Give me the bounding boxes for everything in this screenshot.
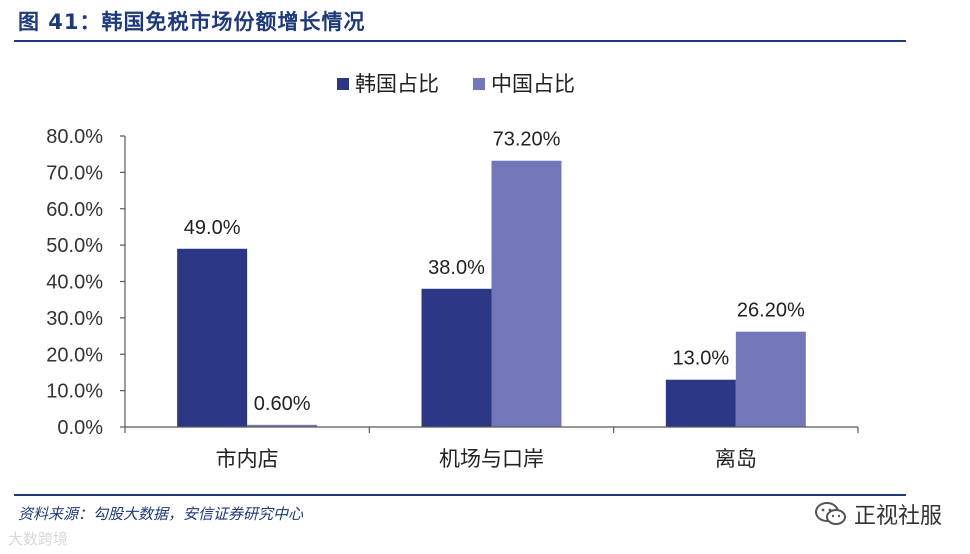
y-tick-label: 10.0% xyxy=(46,381,103,403)
figure-title: 图 41：韩国免税市场份额增长情况 xyxy=(18,10,366,34)
x-tick-label: 机场与口岸 xyxy=(439,448,544,471)
x-tick-label: 市内店 xyxy=(216,448,279,471)
x-axis: 市内店 机场与口岸 离岛 xyxy=(124,426,859,471)
y-tick-label: 50.0% xyxy=(46,235,103,257)
y-tick-label: 30.0% xyxy=(46,308,103,330)
bar xyxy=(735,331,806,427)
title-rule xyxy=(14,40,906,42)
watermark-right: 正视社服 xyxy=(814,498,942,530)
bar-data-label: 0.60% xyxy=(254,393,311,415)
y-tick-label: 70.0% xyxy=(46,162,103,184)
y-axis: 0.0% 10.0% 20.0% 30.0% 40.0% 50.0% 60.0% 70.0% 8… xyxy=(46,126,126,439)
bar xyxy=(421,288,492,427)
legend-label: 中国占比 xyxy=(491,73,575,96)
bar xyxy=(665,379,736,427)
watermark-right-text: 正视社服 xyxy=(853,504,942,529)
y-tick-label: 20.0% xyxy=(46,344,103,366)
bar xyxy=(491,160,562,428)
bar-data-label: 49.0% xyxy=(184,217,241,239)
bar xyxy=(247,424,318,427)
watermark-left: 大数跨境 xyxy=(8,530,69,548)
legend-swatch xyxy=(473,78,485,90)
x-tick-label: 离岛 xyxy=(715,448,757,471)
bar xyxy=(177,248,248,427)
y-tick-label: 60.0% xyxy=(46,199,103,221)
wechat-icon xyxy=(814,502,846,525)
y-tick-label: 0.0% xyxy=(57,417,103,439)
bar-data-label: 73.20% xyxy=(493,129,561,151)
y-tick-label: 80.0% xyxy=(46,126,103,148)
bar-data-label: 26.20% xyxy=(737,300,805,322)
y-tick-label: 40.0% xyxy=(46,272,103,294)
bar-data-label: 38.0% xyxy=(428,257,485,279)
legend-label: 韩国占比 xyxy=(355,73,439,96)
source-rule xyxy=(14,494,906,496)
source-note: 资料来源：勾股大数据，安信证券研究中心 xyxy=(18,505,304,523)
bar-data-label: 13.0% xyxy=(672,348,729,370)
bar-series: 49.0% 38.0% 13.0% 0.60% 73.20% 26.20% xyxy=(177,129,806,428)
chart-legend: 韩国占比 中国占比 xyxy=(337,73,575,96)
legend-swatch xyxy=(337,78,349,90)
